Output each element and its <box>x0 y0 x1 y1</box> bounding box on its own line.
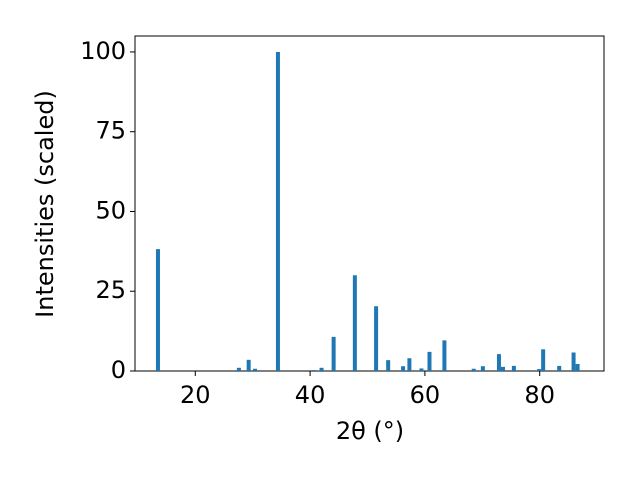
bar <box>500 366 505 371</box>
bar <box>319 367 324 371</box>
bar <box>571 352 576 371</box>
bar <box>236 367 241 371</box>
bar <box>419 368 424 371</box>
y-tick-label: 75 <box>95 117 126 145</box>
plot-frame <box>134 35 605 372</box>
y-tick-label: 100 <box>80 37 126 65</box>
x-tick-label: 80 <box>524 381 555 409</box>
bar <box>252 368 257 371</box>
bar <box>331 336 336 371</box>
y-tick-label: 50 <box>95 196 126 224</box>
x-tick-label: 60 <box>410 381 441 409</box>
bar <box>442 340 447 371</box>
bar <box>575 363 580 371</box>
bar <box>541 349 546 371</box>
bar <box>386 360 391 371</box>
bar <box>246 359 251 371</box>
bar <box>427 351 432 371</box>
bar <box>155 249 160 371</box>
bar <box>275 51 280 371</box>
bar <box>352 275 357 371</box>
bar <box>480 366 485 371</box>
y-tick-label: 25 <box>95 276 126 304</box>
bar <box>557 365 562 371</box>
bar <box>311 370 316 371</box>
bar <box>496 354 501 371</box>
x-tick-label: 40 <box>295 381 326 409</box>
x-tick-label: 20 <box>180 381 211 409</box>
bar <box>374 306 379 371</box>
y-axis-label: Intensities (scaled) <box>31 90 59 318</box>
bar <box>511 365 516 371</box>
bar <box>471 368 476 371</box>
x-axis-label: 2θ (°) <box>336 417 404 445</box>
bar <box>537 369 542 371</box>
bar <box>401 366 406 371</box>
y-tick-label: 0 <box>111 356 126 384</box>
bar <box>407 358 412 371</box>
